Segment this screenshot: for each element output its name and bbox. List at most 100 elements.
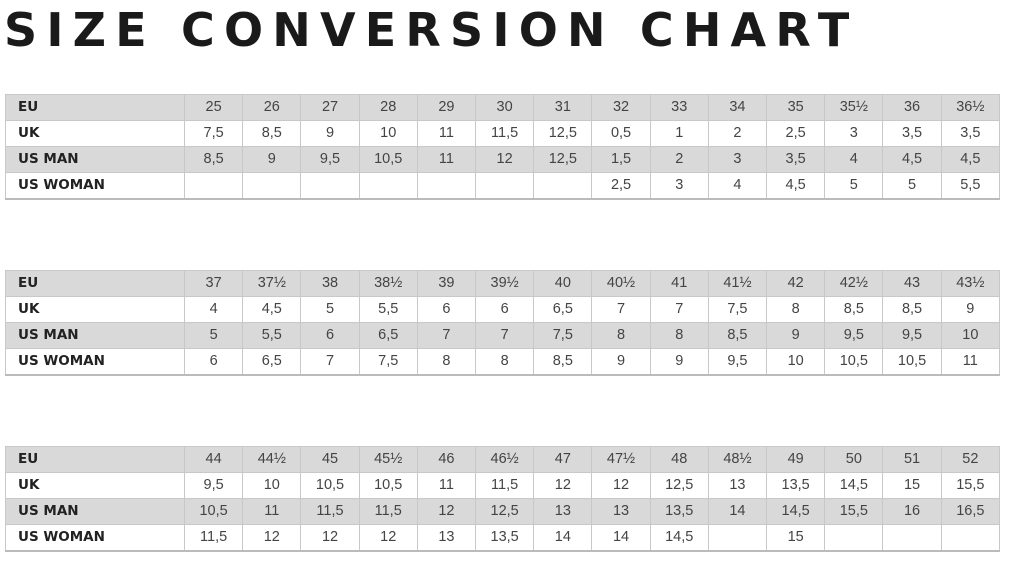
size-cell [183,172,244,200]
size-cell: 45 [300,446,360,473]
size-cell: 14,5 [766,498,826,525]
size-cell: 11 [416,120,477,147]
size-cell: 12 [533,472,593,499]
size-conversion-table: EU 44 44½ 45 45½ 46 46½ 47 47½ 48 48½ 49 50 51 52 UK 9,5… [5,446,1001,552]
size-cell: 10,5 [183,498,244,525]
size-cell: 6,5 [242,348,302,376]
size-cell: 12 [591,472,651,499]
size-cell: 29 [416,94,477,121]
size-cell: 9 [300,120,360,147]
size-cell: 4,5 [882,146,942,173]
size-cell: 42 [766,270,826,297]
size-cell: 49 [766,446,826,473]
size-cell: 9,5 [882,322,942,349]
table-row-eu: EU 25 26 27 28 29 30 31 32 33 34 35 35½ 36 36½ [5,94,1001,121]
size-cell: 13,5 [766,472,826,499]
size-cell: 36 [882,94,942,121]
size-cell: 7,5 [183,120,244,147]
size-cell: 5 [300,296,360,323]
size-cell: 9,5 [300,146,360,173]
table-row-us-man: US MAN 5 5,5 6 6,5 7 7 7,5 8 8 8,5 9 9,5 9,5 10 [5,322,1001,349]
size-cell: 37½ [242,270,302,297]
size-cell: 1 [649,120,709,147]
size-cell: 28 [358,94,418,121]
size-cell: 41 [649,270,709,297]
size-cell: 7,5 [707,296,768,323]
size-conversion-table: EU 37 37½ 38 38½ 39 39½ 40 40½ 41 41½ 42 42½ 43 43½ UK 4… [5,270,1001,376]
size-cell: 35 [766,94,826,121]
size-cell: 37 [183,270,244,297]
size-cell [475,172,535,200]
size-cell: 12,5 [533,146,593,173]
size-cell: 39½ [475,270,535,297]
row-label: US MAN [5,498,185,525]
table-row-us-man: US MAN 8,5 9 9,5 10,5 11 12 12,5 1,5 2 3 3,5 4 4,5 4,5 [5,146,1001,173]
size-cell: 27 [300,94,360,121]
size-cell: 33 [649,94,709,121]
size-cell: 10,5 [358,472,418,499]
size-cell: 14 [591,524,651,552]
size-cell: 11,5 [475,120,535,147]
size-cell: 32 [591,94,651,121]
size-cell: 48 [649,446,709,473]
size-cell: 15,5 [940,472,1001,499]
size-cell: 46 [416,446,477,473]
size-cell: 7,5 [358,348,418,376]
size-cell [300,172,360,200]
size-cell: 8,5 [882,296,942,323]
size-cell: 7 [475,322,535,349]
size-cell: 11,5 [475,472,535,499]
size-cell: 12 [475,146,535,173]
size-cell: 50 [824,446,884,473]
size-cell: 9,5 [824,322,884,349]
size-cell: 8,5 [824,296,884,323]
table-row-us-man: US MAN 10,5 11 11,5 11,5 12 12,5 13 13 13,5 14 14,5… [5,498,1001,525]
row-label: US WOMAN [5,172,185,200]
size-cell: 4,5 [766,172,826,200]
size-cell: 6 [475,296,535,323]
size-cell: 8,5 [183,146,244,173]
size-cell: 10,5 [358,146,418,173]
size-cell: 42½ [824,270,884,297]
size-cell: 10 [358,120,418,147]
size-cell: 5,5 [358,296,418,323]
size-cell: 10 [940,322,1001,349]
size-cell: 9 [766,322,826,349]
row-label: EU [5,270,185,297]
row-label: EU [5,446,185,473]
table-row-us-woman: US WOMAN 6 6,5 7 7,5 8 8 8,5 9 9 9,5 10 10,5 10,5 11 [5,348,1001,376]
size-cell: 12 [300,524,360,552]
size-cell: 14 [707,498,768,525]
size-cell: 15,5 [824,498,884,525]
size-cell: 0,5 [591,120,651,147]
size-cell: 3,5 [882,120,942,147]
size-cell: 13 [533,498,593,525]
size-cell: 8 [591,322,651,349]
size-cell: 46½ [475,446,535,473]
size-cell: 11 [940,348,1001,376]
row-label: EU [5,94,185,121]
size-cell: 7 [416,322,477,349]
size-cell: 9 [649,348,709,376]
size-cell: 43 [882,270,942,297]
table-row-uk: UK 4 4,5 5 5,5 6 6 6,5 7 7 7,5 8 8,5 8,5 9 [5,296,1001,323]
size-cell: 11 [242,498,302,525]
size-cell: 6 [300,322,360,349]
size-cell: 34 [707,94,768,121]
row-label: UK [5,120,185,147]
size-cell: 45½ [358,446,418,473]
size-cell: 12,5 [475,498,535,525]
size-cell: 7,5 [533,322,593,349]
size-cell: 4 [707,172,768,200]
size-cell: 8 [649,322,709,349]
size-cell [707,524,768,552]
size-cell: 5,5 [940,172,1001,200]
table-row-uk: UK 9,5 10 10,5 10,5 11 11,5 12 12 12,5 13 13,5 14,5 1… [5,472,1001,499]
size-cell: 9 [940,296,1001,323]
size-cell: 6,5 [533,296,593,323]
row-label: UK [5,472,185,499]
size-cell: 36½ [940,94,1001,121]
row-label: US WOMAN [5,348,185,376]
size-cell: 11,5 [183,524,244,552]
size-cell: 52 [940,446,1001,473]
